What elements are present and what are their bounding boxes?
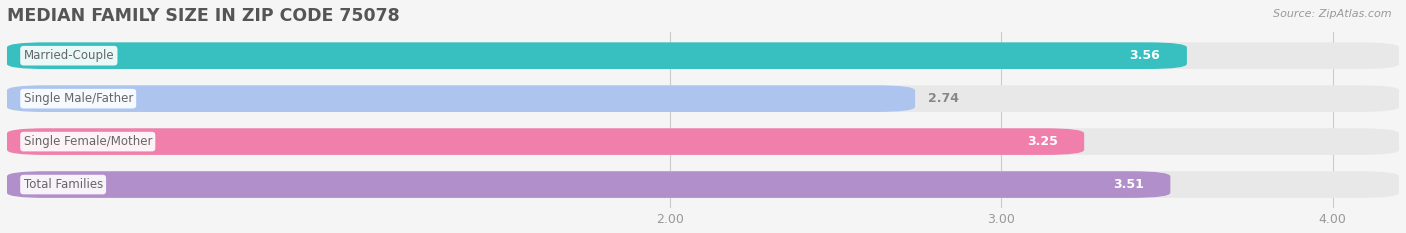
FancyBboxPatch shape bbox=[7, 128, 1084, 155]
FancyBboxPatch shape bbox=[7, 171, 1399, 198]
FancyBboxPatch shape bbox=[7, 128, 1399, 155]
Text: Married-Couple: Married-Couple bbox=[24, 49, 114, 62]
FancyBboxPatch shape bbox=[7, 85, 1399, 112]
Text: Single Female/Mother: Single Female/Mother bbox=[24, 135, 152, 148]
Text: Single Male/Father: Single Male/Father bbox=[24, 92, 134, 105]
FancyBboxPatch shape bbox=[7, 85, 915, 112]
Text: MEDIAN FAMILY SIZE IN ZIP CODE 75078: MEDIAN FAMILY SIZE IN ZIP CODE 75078 bbox=[7, 7, 399, 25]
Text: 3.51: 3.51 bbox=[1114, 178, 1144, 191]
FancyBboxPatch shape bbox=[7, 171, 1170, 198]
FancyBboxPatch shape bbox=[7, 42, 1399, 69]
FancyBboxPatch shape bbox=[7, 42, 1187, 69]
Text: 2.74: 2.74 bbox=[928, 92, 959, 105]
Text: Source: ZipAtlas.com: Source: ZipAtlas.com bbox=[1274, 9, 1392, 19]
Text: 3.25: 3.25 bbox=[1026, 135, 1057, 148]
Text: 3.56: 3.56 bbox=[1129, 49, 1160, 62]
Text: Total Families: Total Families bbox=[24, 178, 103, 191]
